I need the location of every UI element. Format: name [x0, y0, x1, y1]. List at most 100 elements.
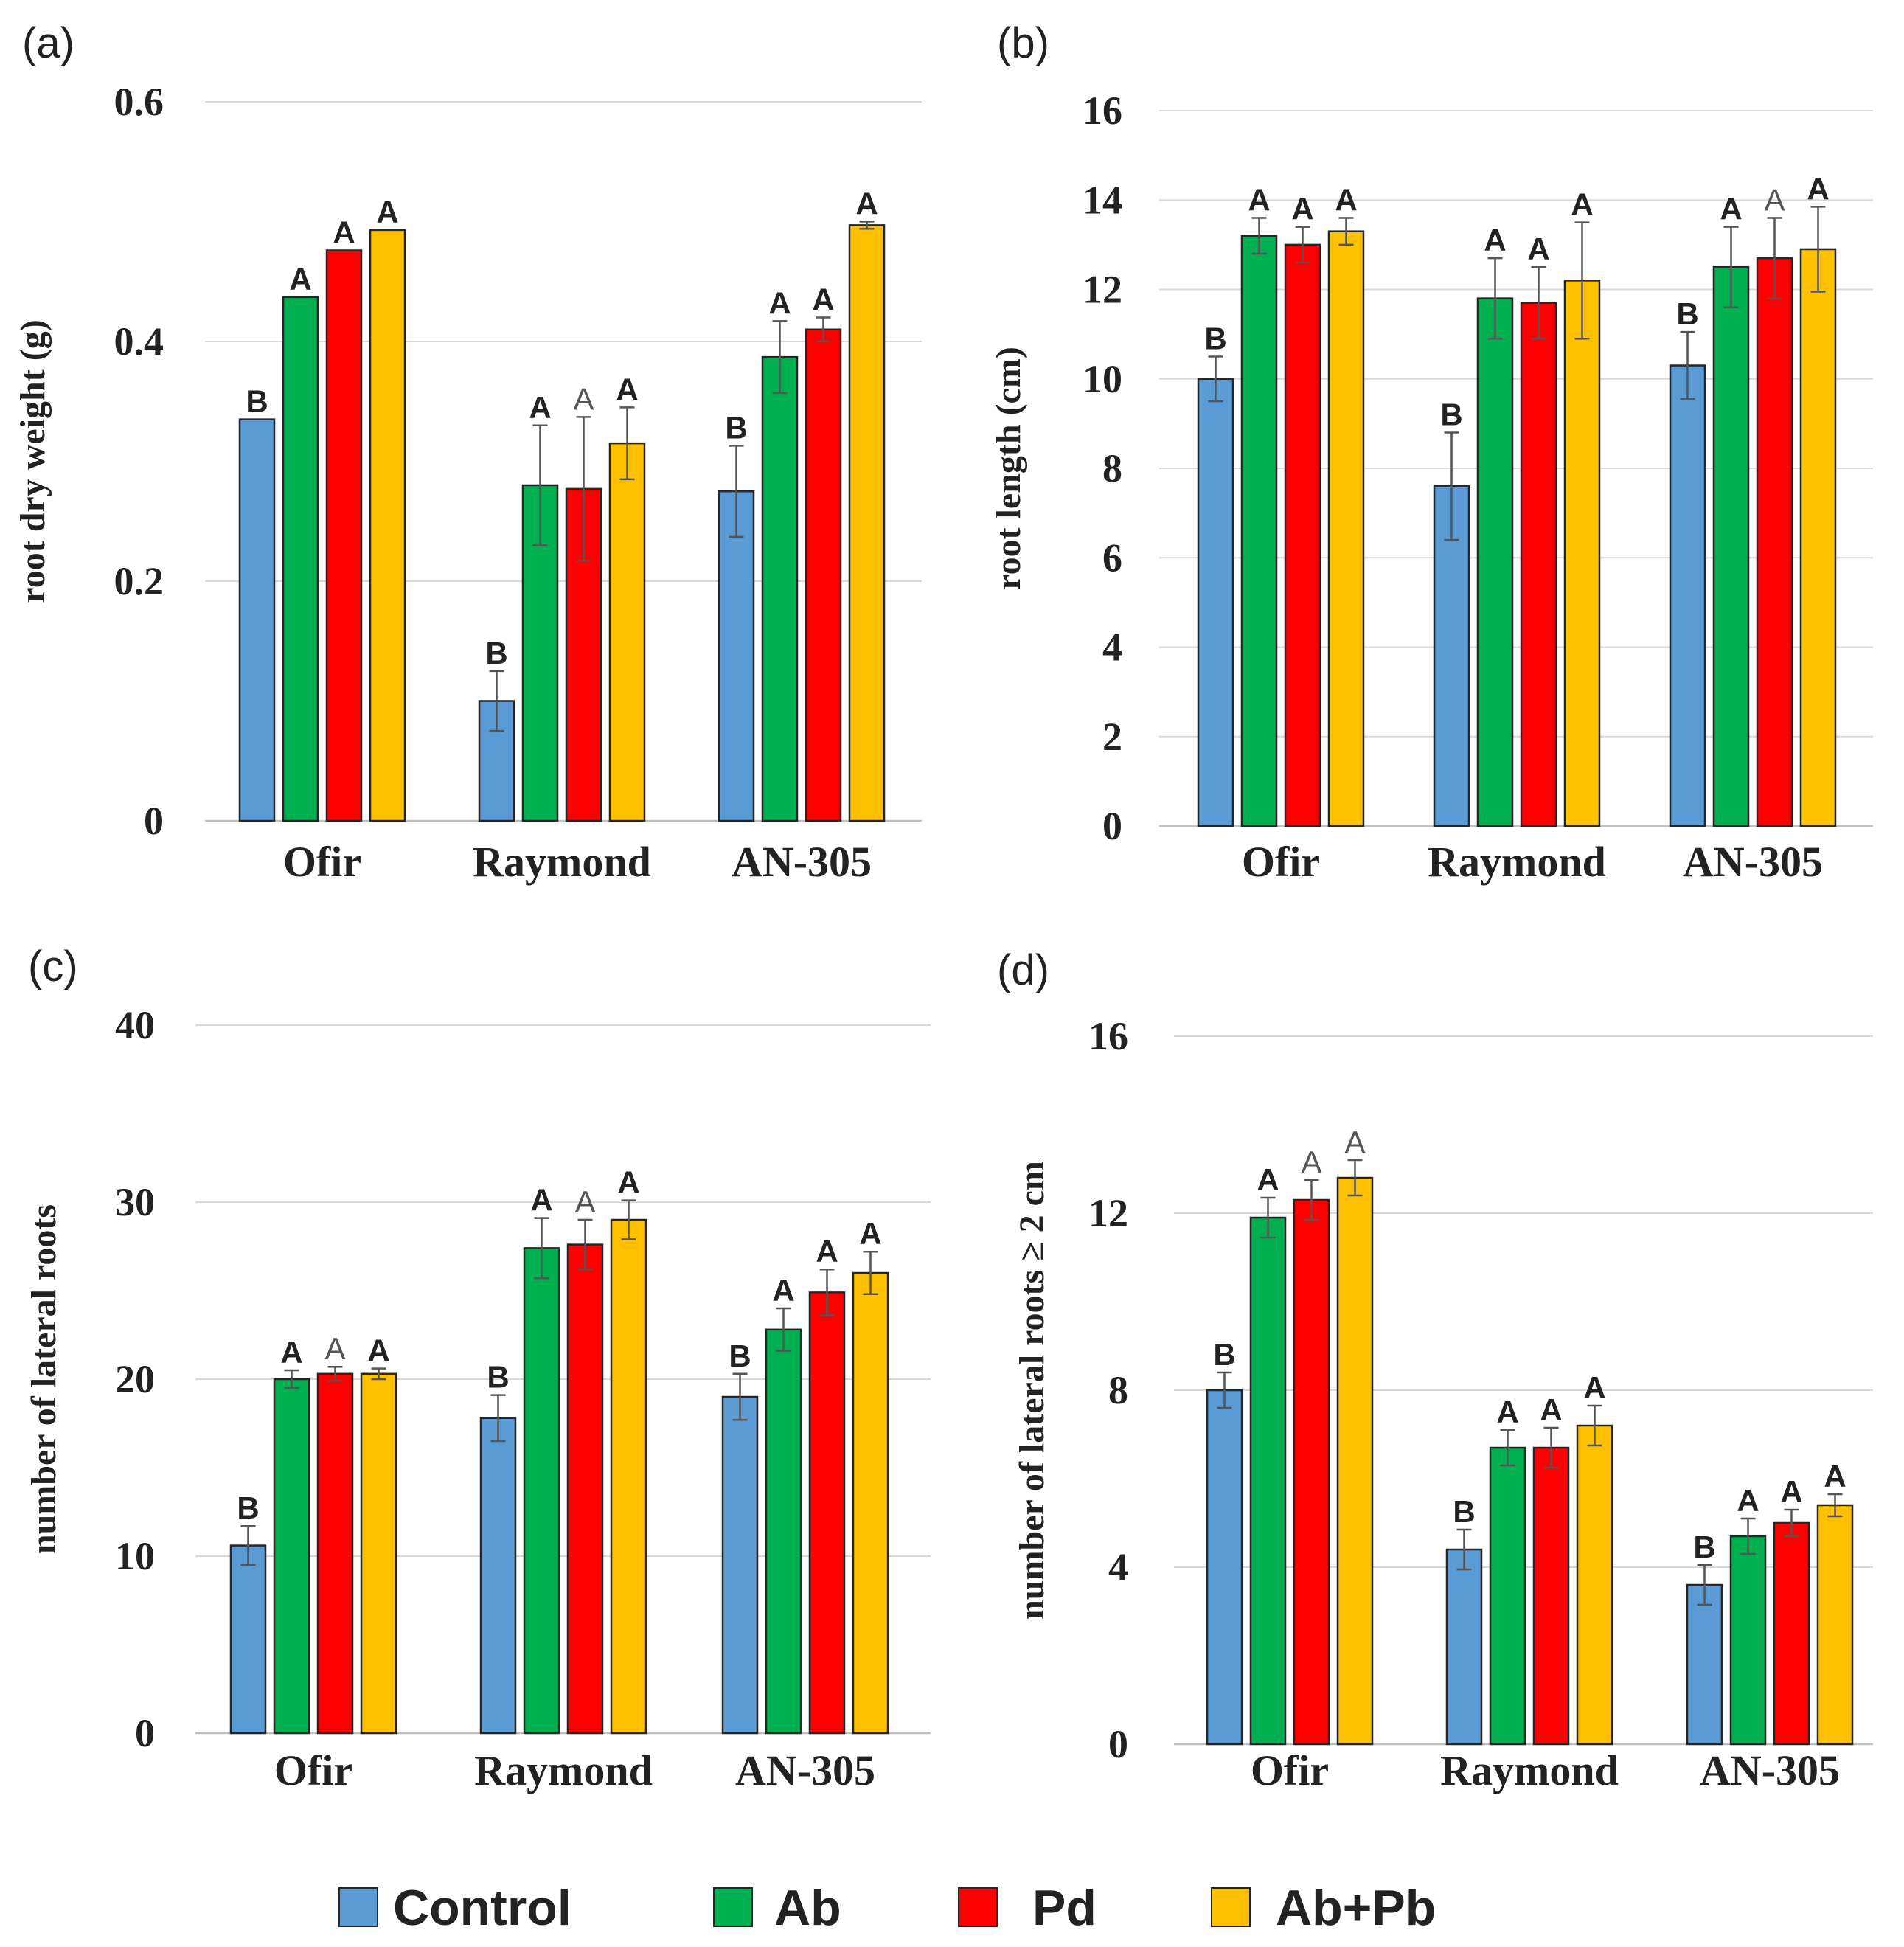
significance-label: A	[376, 195, 398, 229]
significance-label: B	[485, 636, 507, 670]
error-bar	[1723, 226, 1739, 308]
y-tick-label: 8	[1102, 446, 1122, 490]
error-bar	[859, 221, 875, 230]
error-bar	[1208, 355, 1223, 403]
bar-ofir-control	[229, 1544, 267, 1735]
significance-label: B	[246, 384, 268, 419]
y-tick-label: 12	[1088, 1191, 1128, 1235]
significance-label: A	[1824, 1459, 1846, 1493]
significance-label: A	[367, 1333, 389, 1368]
y-tick-label: 8	[1108, 1368, 1128, 1412]
y-tick-label: 14	[1083, 178, 1122, 222]
error-bar	[776, 1307, 791, 1352]
y-tick-label: 0	[1102, 804, 1122, 848]
category-label-an-305: AN-305	[1683, 838, 1823, 886]
significance-label: A	[1540, 1392, 1562, 1427]
significance-label: A	[1248, 183, 1270, 218]
significance-label: A	[1344, 1125, 1365, 1159]
significance-label: A	[324, 1331, 345, 1366]
error-bar	[1810, 206, 1826, 293]
category-label-an-305: AN-305	[735, 1746, 875, 1794]
legend-label: Control	[393, 1880, 571, 1936]
significance-label: B	[487, 1360, 509, 1395]
bar-ofir-ab-pb	[1336, 1176, 1374, 1746]
error-bar	[1304, 1179, 1319, 1221]
legend-label: Ab+Pb	[1276, 1880, 1436, 1936]
panel-letter: (a)	[22, 19, 74, 67]
error-bar	[240, 1524, 256, 1566]
error-bar	[284, 1369, 299, 1389]
error-bar	[1251, 217, 1267, 255]
category-label-an-305: AN-305	[732, 838, 872, 886]
y-tick-label: 0	[144, 799, 164, 843]
error-bar	[1767, 217, 1782, 299]
significance-label: B	[237, 1490, 259, 1525]
significance-label: A	[333, 215, 355, 250]
y-tick-label: 0.4	[114, 319, 164, 364]
y-tick-label: 16	[1088, 1014, 1128, 1058]
significance-label: A	[772, 1273, 794, 1308]
error-bar	[489, 670, 504, 732]
significance-label: B	[1440, 398, 1462, 432]
significance-label: A	[1780, 1474, 1802, 1509]
category-label-raymond: Raymond	[1428, 838, 1606, 886]
bar-raymond-pd	[565, 487, 602, 822]
legend-swatch	[958, 1887, 998, 1927]
category-label-an-305: AN-305	[1700, 1746, 1840, 1794]
y-tick-label: 20	[115, 1357, 155, 1401]
bar-an-305-pd	[1756, 257, 1793, 827]
y-tick-label: 0.2	[114, 559, 164, 603]
significance-label: A	[617, 1165, 639, 1200]
significance-label: A	[855, 187, 878, 221]
category-label-raymond: Raymond	[474, 1746, 653, 1794]
significance-label: B	[1204, 321, 1226, 355]
error-bar	[1444, 431, 1459, 541]
significance-label: A	[1484, 223, 1506, 257]
significance-label: A	[859, 1216, 881, 1251]
error-bar	[1295, 226, 1310, 264]
error-bar	[729, 445, 744, 538]
bar-an-305-ab	[1712, 266, 1750, 827]
error-bar	[1487, 257, 1503, 340]
error-bar	[577, 1218, 593, 1271]
bar-an-305-control	[721, 1395, 759, 1735]
bar-an-305-pd	[808, 1291, 846, 1735]
legend-label: Ab	[774, 1880, 841, 1936]
bar-ofir-pd	[316, 1372, 354, 1735]
significance-label: A	[816, 1234, 838, 1268]
error-bar	[1784, 1508, 1799, 1538]
significance-label: A	[289, 262, 311, 296]
bar-ofir-ab	[1240, 235, 1278, 827]
bar-raymond-pd	[566, 1243, 604, 1735]
y-tick-label: 0	[135, 1711, 155, 1755]
error-bar	[1347, 1159, 1363, 1197]
error-bar	[576, 416, 591, 562]
bar-raymond-ab-pb	[608, 442, 646, 822]
panel-letter: (c)	[28, 943, 78, 990]
significance-label: A	[1737, 1483, 1759, 1518]
bar-ofir-control	[1197, 378, 1234, 827]
significance-label: A	[1291, 192, 1313, 226]
bar-ofir-ab	[273, 1378, 310, 1735]
y-tick-label: 0	[1108, 1722, 1128, 1766]
bar-raymond-ab	[1489, 1446, 1526, 1746]
y-axis-title: root length (cm)	[989, 347, 1028, 590]
significance-label: A	[280, 1335, 302, 1370]
significance-label: A	[574, 1184, 595, 1219]
bar-an-305-ab-pb	[848, 224, 886, 822]
error-bar	[619, 406, 635, 481]
significance-label: A	[1571, 187, 1593, 222]
error-bar	[490, 1394, 506, 1443]
panel-letter: (d)	[997, 946, 1049, 994]
significance-label: A	[812, 282, 834, 317]
legend-item-ab-pb: Ab+Pb	[1211, 1880, 1436, 1936]
y-tick-label: 16	[1083, 88, 1122, 133]
bar-raymond-ab-pb	[1576, 1424, 1613, 1746]
bar-an-305-ab-pb	[852, 1271, 889, 1735]
panel-letter: (b)	[997, 19, 1049, 67]
error-bar	[816, 316, 831, 343]
error-bar	[819, 1268, 835, 1316]
error-bar	[772, 320, 788, 395]
bar-an-305-pd	[1773, 1521, 1810, 1746]
